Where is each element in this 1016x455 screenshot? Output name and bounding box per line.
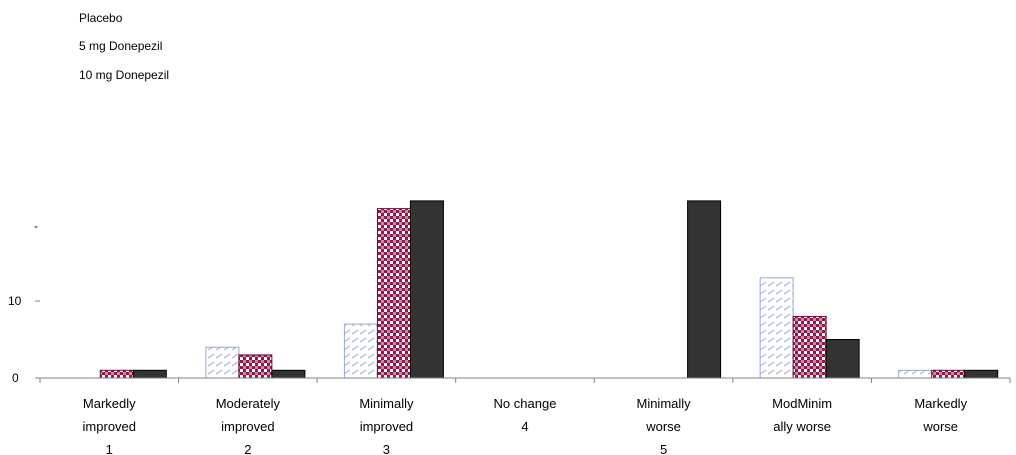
x-category-label-line: ModMinim [772, 396, 832, 411]
x-category-label: Markedly improved 1 [83, 396, 137, 455]
y-axis: 0 10 - [8, 219, 40, 385]
bar-donepezil-5mg [792, 315, 827, 379]
x-category-labels: Markedly improved 1 Moderately improved 2 Mini… [83, 396, 968, 455]
y-tick-label-10: 10 [8, 294, 22, 308]
bar-donepezil-10mg [271, 369, 306, 379]
bar-placebo [205, 346, 240, 379]
x-category-label-line: 3 [383, 442, 390, 455]
legend-entry-donepezil-5mg: 5 mg Donepezil [79, 39, 162, 53]
bar-donepezil-10mg [409, 200, 444, 379]
bar-placebo [898, 369, 933, 379]
bars [99, 200, 999, 379]
x-category-label-line: improved [221, 419, 274, 434]
x-category-label: Minimally worse 5 [636, 396, 691, 455]
bar-donepezil-10mg [964, 369, 999, 379]
x-ticks [39, 378, 1011, 383]
x-category-label-line: 1 [106, 442, 113, 455]
bar-donepezil-10mg [687, 200, 722, 379]
bar-donepezil-5mg [376, 208, 411, 379]
x-category-label-line: ally worse [773, 419, 831, 434]
bar-placebo [343, 323, 378, 379]
x-category-label: No change 4 [494, 396, 557, 434]
x-category-label-line: 5 [660, 442, 667, 455]
x-category-label-line: No change [494, 396, 557, 411]
bar-donepezil-5mg [238, 354, 273, 379]
y-tick-label-0: 0 [12, 371, 19, 385]
x-category-label-line: Moderately [216, 396, 281, 411]
y-tick-label-dash: - [34, 219, 38, 233]
x-category-label-line: worse [922, 419, 958, 434]
x-category-label-line: 2 [244, 442, 251, 455]
bar-placebo [759, 277, 794, 379]
bar-donepezil-5mg [931, 369, 966, 379]
x-category-label-line: improved [83, 419, 136, 434]
bar-donepezil-10mg [825, 339, 860, 379]
x-category-label: Minimally improved 3 [359, 396, 414, 455]
x-category-label: Markedly worse [914, 396, 967, 434]
x-category-label-line: worse [645, 419, 681, 434]
x-category-label: Moderately improved 2 [216, 396, 281, 455]
legend-entry-donepezil-10mg: 10 mg Donepezil [79, 68, 169, 82]
x-category-label-line: Markedly [83, 396, 136, 411]
bar-donepezil-10mg [132, 369, 167, 379]
legend-entry-placebo: Placebo [79, 11, 123, 25]
bar-donepezil-5mg [99, 369, 134, 379]
x-category-label: ModMinim ally worse [772, 396, 832, 434]
x-category-label-line: Minimally [359, 396, 414, 411]
x-category-label-line: improved [360, 419, 413, 434]
x-category-label-line: 4 [521, 419, 528, 434]
x-category-label-line: Minimally [636, 396, 691, 411]
legend: Placebo 5 mg Donepezil 10 mg Donepezil [79, 11, 169, 82]
x-category-label-line: Markedly [914, 396, 967, 411]
